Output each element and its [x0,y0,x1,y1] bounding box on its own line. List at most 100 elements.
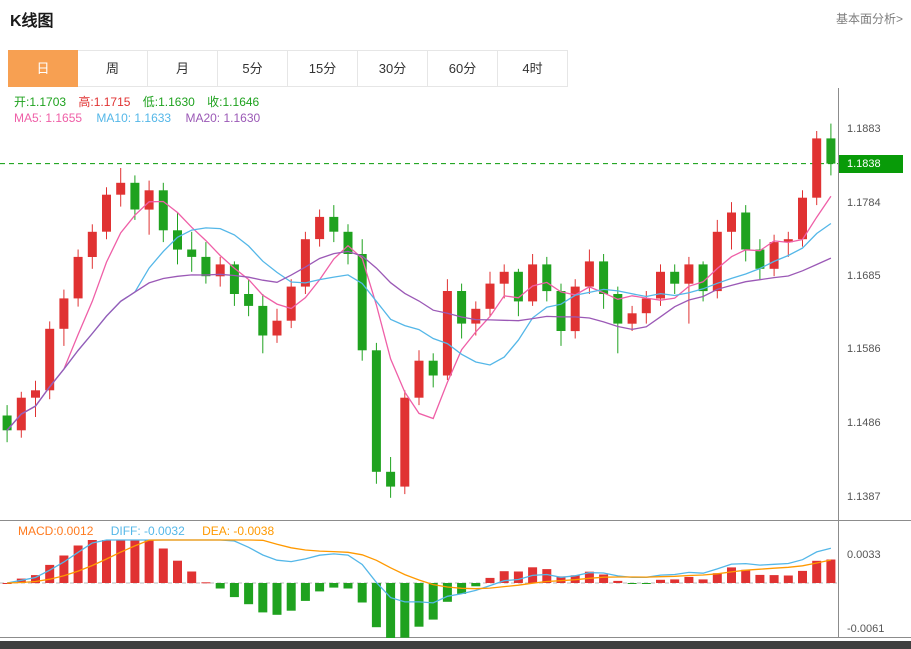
tab-30min[interactable]: 30分 [358,50,428,87]
page-title: K线图 [10,13,54,30]
candle-body [471,308,481,324]
candle-body [144,190,154,210]
ma5-value: MA5: 1.1655 [14,111,83,125]
candle-body [158,190,168,231]
macd-panel[interactable]: MACD:0.0012 DIFF: -0.0032 DEA: -0.0038 [0,520,911,638]
ma10-value: MA10: 1.1633 [96,111,172,125]
candle-body [215,264,225,277]
candle-body [613,294,623,324]
candle-body [286,286,296,321]
candle-body [87,231,97,257]
macd-histogram-bar [144,540,154,583]
macd-histogram-bar [31,575,40,584]
macd-histogram-bar [371,583,381,628]
macd-histogram-bar [315,583,325,592]
macd-histogram-bar [428,583,438,620]
macd-histogram-bar [769,575,779,583]
candle-body [300,239,310,287]
ma20-value: MA20: 1.1630 [185,111,261,125]
low-value: 低:1.1630 [142,95,195,109]
diff-value: DIFF: -0.0032 [110,524,185,538]
main-chart[interactable]: 开:1.1703 高:1.1715 低:1.1630 收:1.1646 MA5:… [0,88,838,520]
ma5-line [6,195,832,431]
candle-body [741,212,751,250]
macd-histogram-bar [826,559,836,583]
macd-histogram-bar [513,571,523,583]
candle-body [755,249,765,269]
candle-body [570,286,580,332]
candle-body [798,197,807,240]
macd-readout: MACD:0.0012 DIFF: -0.0032 DEA: -0.0038 [18,524,288,538]
tab-day[interactable]: 日 [8,50,78,87]
macd-histogram-bar [59,555,69,583]
candle-body [698,264,708,292]
candle-body [769,242,779,269]
price-axis-label: 1.1784 [847,196,881,209]
macd-histogram-bar [215,583,225,589]
macd-histogram-bar [556,576,566,583]
tab-60min[interactable]: 60分 [428,50,498,87]
macd-histogram-bar [400,583,410,638]
price-axis-label: 1.1883 [847,123,881,136]
macd-histogram-bar [727,567,736,583]
close-value: 收:1.1646 [207,95,260,109]
candle-body [485,283,495,309]
macd-histogram-bar [45,564,55,583]
macd-histogram-bar [783,575,793,583]
macd-histogram-bar [584,571,594,583]
macd-histogram-bar [130,540,140,583]
price-axis-label: 1.1586 [847,343,881,356]
price-axis-label: 1.1486 [847,417,881,430]
macd-histogram-bar [755,574,765,583]
ma-readout: MA5: 1.1655 MA10: 1.1633 MA20: 1.1630 [14,111,271,125]
tab-4hour[interactable]: 4时 [498,50,568,87]
price-axis: 1.1838 1.1883 1.1784 1.1685 1.1586 1.1486 1.1… [838,88,911,638]
macd-value: MACD:0.0012 [18,524,94,538]
macd-histogram-bar [286,583,296,611]
macd-histogram-bar [442,583,452,602]
macd-histogram-bar [485,577,495,583]
macd-histogram-bar [656,579,665,583]
dea-value: DEA: -0.0038 [202,524,275,538]
tab-month[interactable]: 月 [148,50,218,87]
macd-histogram-bar [812,560,822,583]
candle-body [670,271,680,284]
macd-histogram-bar [87,540,97,583]
chart-scrollbar[interactable] [0,641,911,649]
tab-15min[interactable]: 15分 [288,50,358,87]
macd-histogram-bar [712,573,722,583]
tab-5min[interactable]: 5分 [218,50,288,87]
candle-body [442,291,452,376]
candle-body [73,256,83,299]
candle-body [116,182,126,195]
macd-histogram-bar [229,583,239,598]
macd-histogram-bar [244,583,254,605]
ohlc-readout: 开:1.1703 高:1.1715 低:1.1630 收:1.1646 [14,93,268,110]
macd-histogram-bar [300,583,310,601]
price-axis-label: 1.1387 [847,490,881,503]
candle-body [641,298,651,314]
macd-histogram-bar [499,571,509,583]
candle-body [599,261,609,294]
candle-body [414,360,424,398]
candle-body [130,182,140,210]
candle-body [428,360,438,376]
interval-tabs: 日 周 月 5分 15分 30分 60分 4时 [8,50,568,87]
macd-histogram-bar [386,583,396,638]
candle-body [229,264,239,294]
current-price-tag: 1.1838 [839,154,903,173]
ma10-line [6,222,832,431]
candle-body [258,305,268,336]
macd-histogram-bar [627,583,637,584]
candle-body [201,256,211,277]
candle-body [371,350,381,472]
tab-week[interactable]: 周 [78,50,148,87]
candle-body [59,298,69,329]
macd-histogram-bar [329,583,339,588]
open-value: 开:1.1703 [14,95,67,109]
ma20-line [6,250,832,431]
macd-histogram-bar [116,540,126,583]
candle-body [244,294,254,306]
fundamental-analysis-link[interactable]: 基本面分析> [835,12,903,26]
